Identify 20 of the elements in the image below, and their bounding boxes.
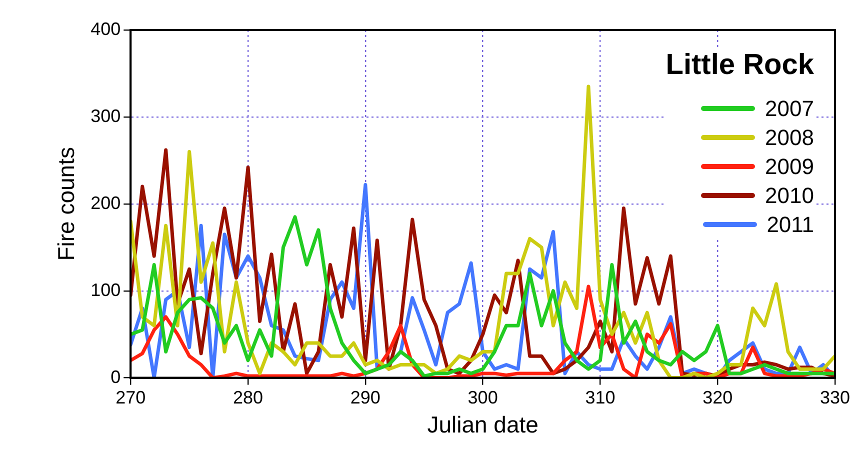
legend-label: 2011 xyxy=(766,211,814,239)
x-tick-label: 290 xyxy=(350,388,380,408)
legend-title: Little Rock xyxy=(666,48,814,82)
y-tick-label: 0 xyxy=(110,366,121,387)
x-axis-title: Julian date xyxy=(427,412,538,438)
y-tick-label: 100 xyxy=(90,280,121,300)
x-tick-label: 330 xyxy=(820,388,850,408)
y-tick-label: 400 xyxy=(90,18,121,39)
x-tick-label: 310 xyxy=(585,388,616,408)
legend-label: 2007 xyxy=(765,95,814,123)
x-tick-label: 300 xyxy=(468,388,498,408)
x-tick-label: 280 xyxy=(233,388,264,408)
legend-label: 2008 xyxy=(765,124,814,152)
y-tick-label: 200 xyxy=(90,192,121,213)
x-tick-label: 320 xyxy=(702,388,733,408)
y-axis-title: Fire counts xyxy=(53,147,80,261)
x-tick-label: 270 xyxy=(116,388,146,408)
legend-label: 2009 xyxy=(765,153,814,181)
legend-label: 2010 xyxy=(765,182,814,210)
y-tick-label: 300 xyxy=(90,106,121,126)
